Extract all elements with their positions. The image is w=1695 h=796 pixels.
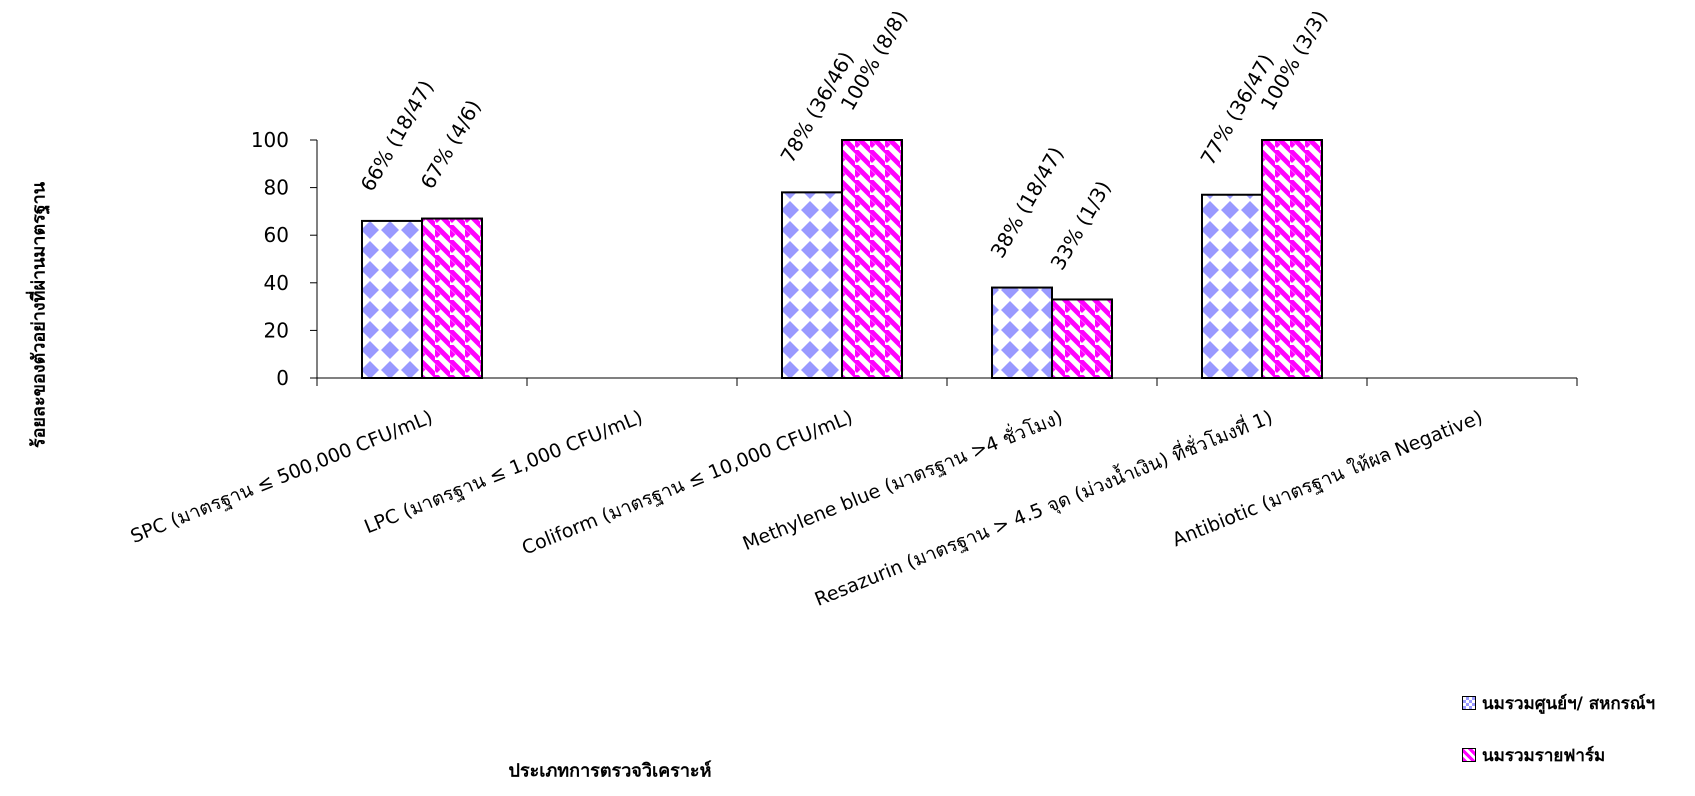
legend: นมรวมศูนย์ฯ/ สหกรณ์ฯ นมรวมรายฟาร์ม [1462,692,1655,796]
legend-label-farm: นมรวมรายฟาร์ม [1482,745,1606,766]
bar-farm [421,217,483,379]
y-axis-title: ร้อยละของตัวอย่างที่ผ่านมาตรฐาน [28,181,50,449]
legend-item-farm: นมรวมรายฟาร์ม [1462,744,1655,766]
x-category-label: Methylene blue (มาตรฐาน >4 ชั่วโมง) [738,403,1065,555]
bar-farm [1051,298,1113,379]
bar-central [361,219,423,379]
bar-farm [841,139,903,379]
bar-central [781,191,843,379]
bar-farm [1261,139,1323,379]
legend-item-central: นมรวมศูนย์ฯ/ สหกรณ์ฯ [1462,692,1655,714]
bar-central [1201,193,1263,379]
y-tick-label: 100 [251,128,289,152]
x-category-label: Coliform (มาตรฐาน ≤ 10,000 CFU/mL) [519,406,856,559]
y-tick-label: 0 [276,366,289,390]
y-tick-label: 80 [264,176,289,200]
legend-label-central: นมรวมศูนย์ฯ/ สหกรณ์ฯ [1482,693,1656,714]
data-label-farm: 67% (4/6) [416,96,486,193]
legend-swatch-central [1462,696,1476,710]
y-tick-label: 60 [264,223,289,247]
y-tick-label: 40 [264,271,289,295]
y-tick-label: 20 [264,318,289,342]
legend-swatch-farm [1462,748,1476,762]
bar-central [991,286,1053,379]
x-axis-title: ประเภทการตรวจวิเคราะห์ [508,760,712,782]
data-label-farm: 33% (1/3) [1046,177,1116,274]
